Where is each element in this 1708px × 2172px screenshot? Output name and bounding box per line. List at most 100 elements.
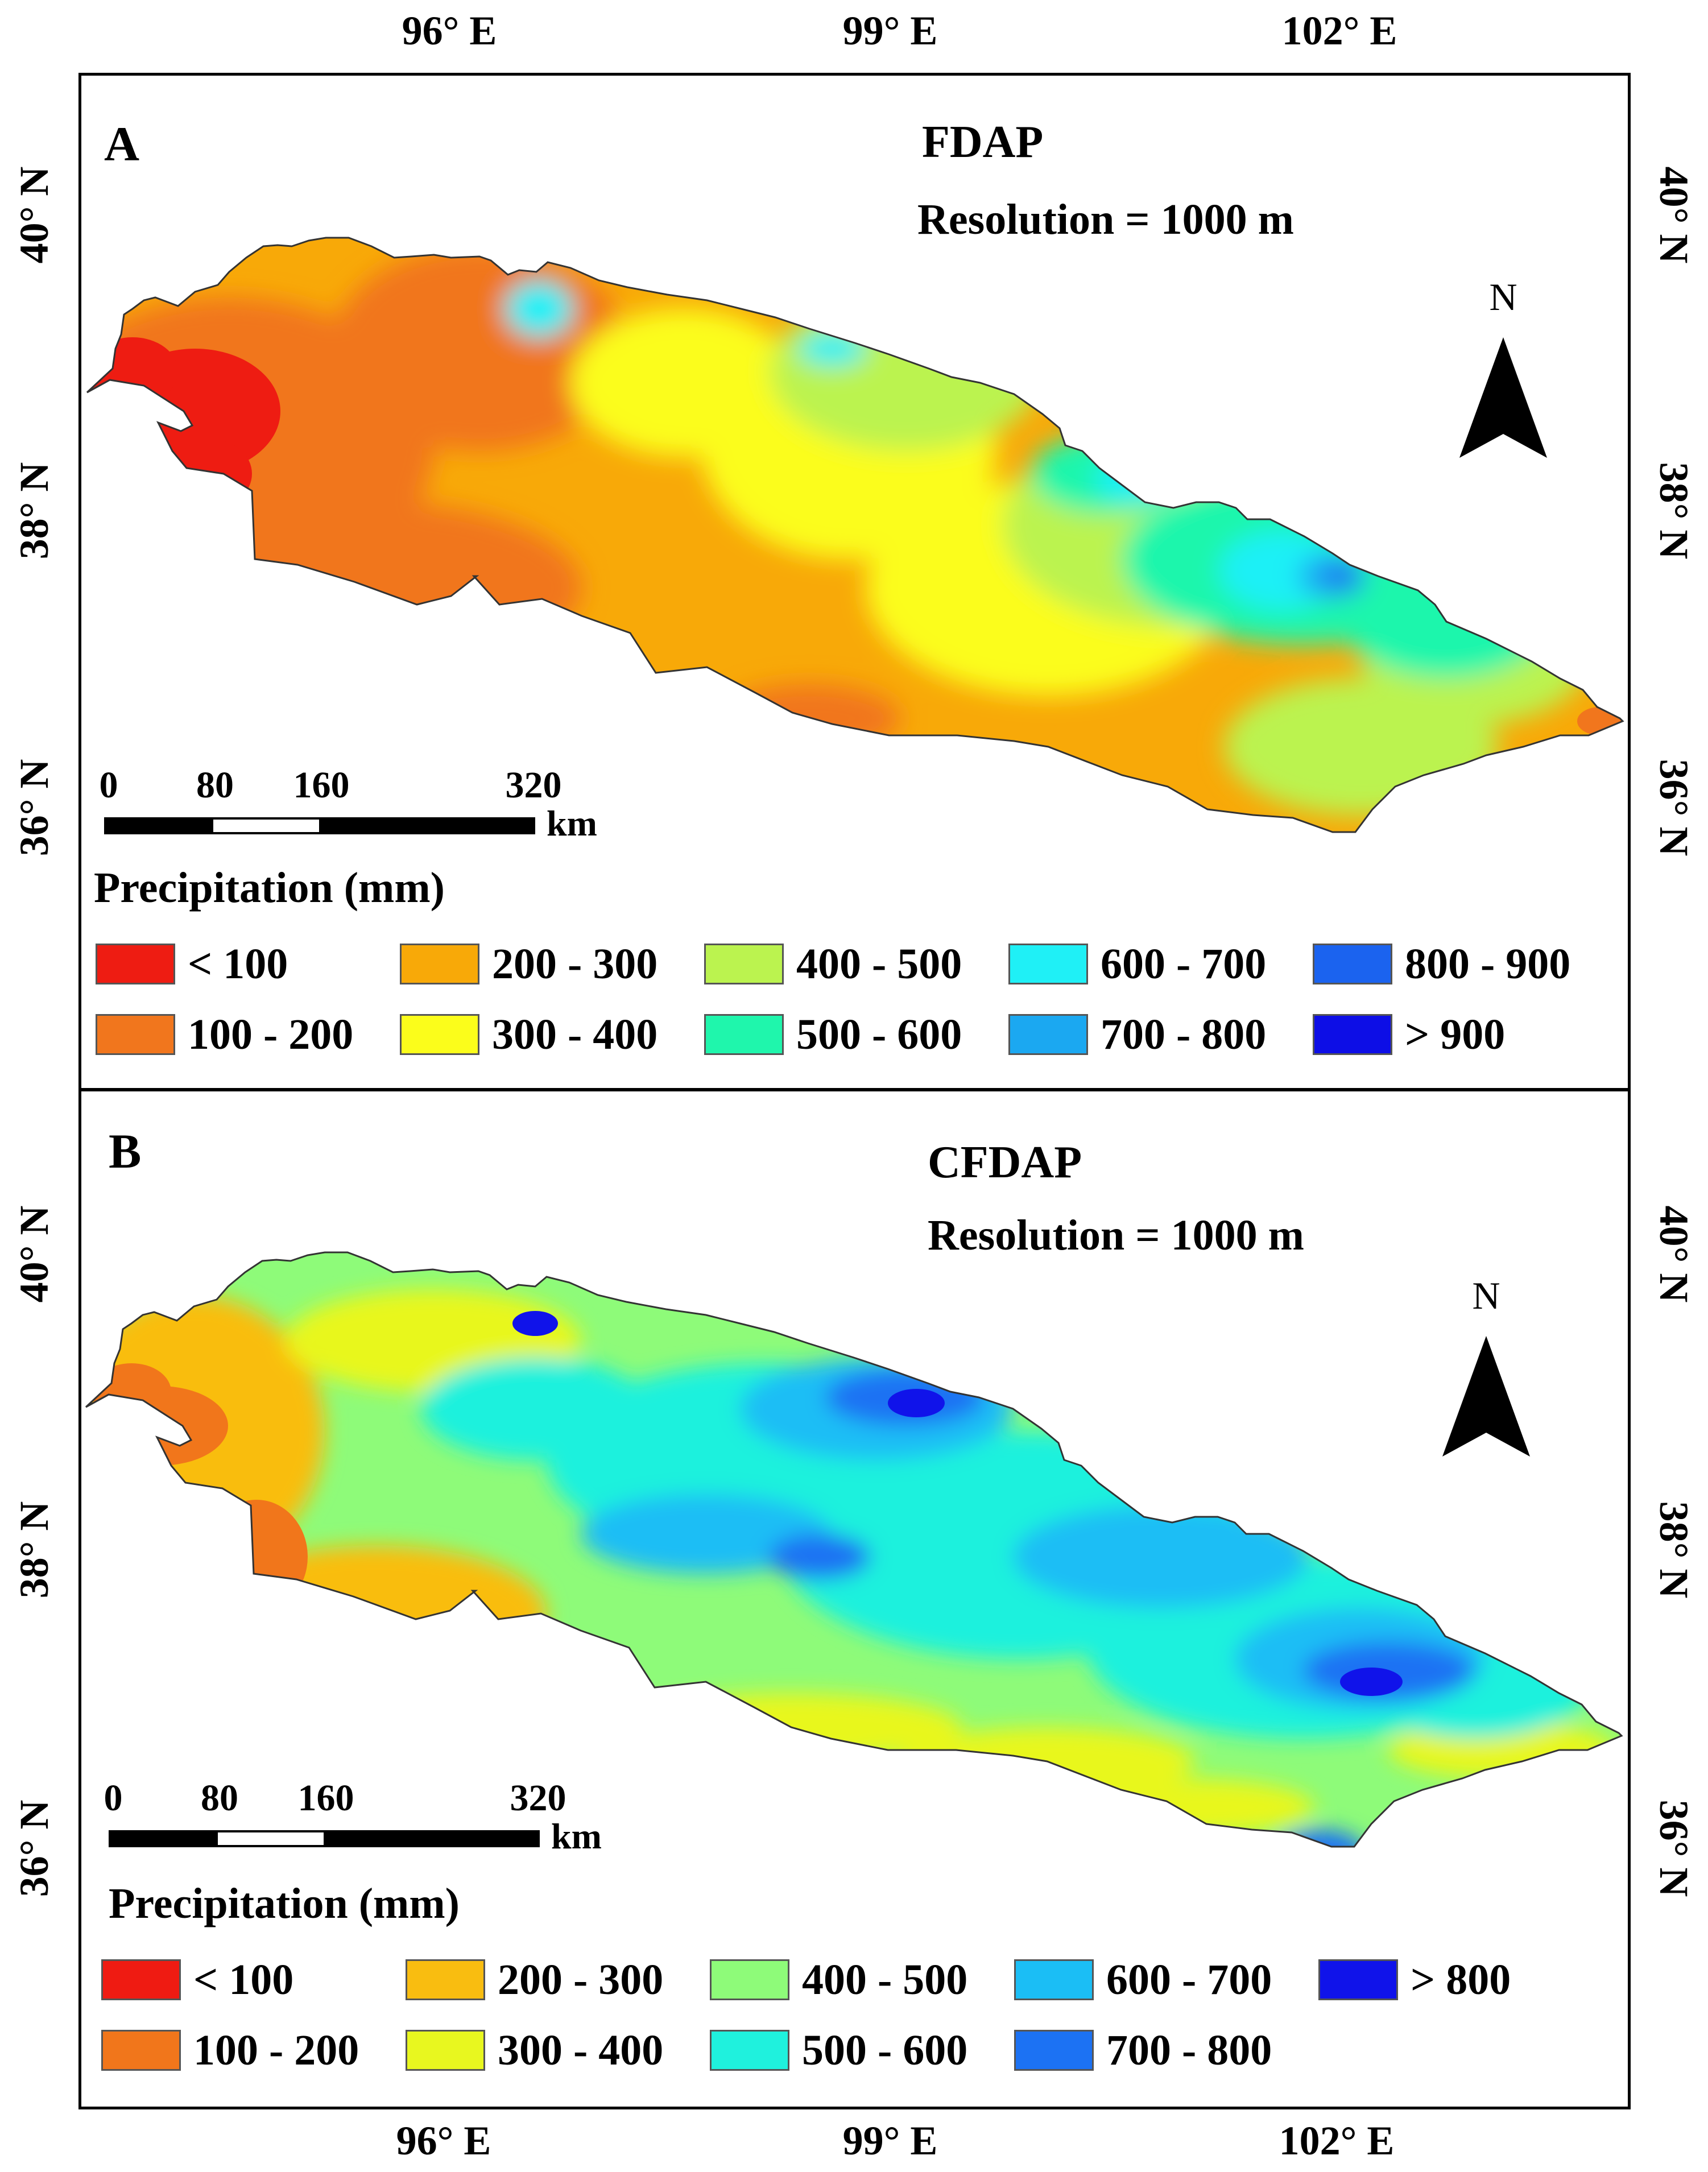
legend-label: 600 - 700 xyxy=(1106,1955,1272,2004)
lat-tick-right-b-36: 36° N xyxy=(1651,1799,1697,1897)
legend-swatch xyxy=(1008,944,1088,984)
legend-item: > 800 xyxy=(1318,1945,1623,2015)
legend-label: 600 - 700 xyxy=(1101,940,1267,988)
scale-segment xyxy=(104,817,213,834)
panel-title-b: CFDAP xyxy=(928,1137,1082,1188)
scale-segment xyxy=(324,1830,540,1847)
panel-letter-a: A xyxy=(104,117,140,171)
legend-swatch xyxy=(101,2030,181,2071)
legend-label: 100 - 200 xyxy=(188,1010,354,1058)
legend-swatch xyxy=(1014,2030,1094,2071)
legend-swatch xyxy=(96,944,175,984)
north-label-b: N xyxy=(1472,1274,1500,1317)
scale-mark-80: 80 xyxy=(196,764,234,806)
north-arrow-icon xyxy=(1459,337,1547,458)
legend-label: 700 - 800 xyxy=(1106,2026,1272,2074)
lat-tick-right-b-38: 38° N xyxy=(1651,1501,1697,1599)
legend-item: 600 - 700 xyxy=(1008,929,1313,999)
scale-mark-0: 0 xyxy=(104,1777,123,1819)
legend-label: 200 - 300 xyxy=(498,1955,664,2004)
legend-label: 300 - 400 xyxy=(498,2026,664,2074)
legend-item: < 100 xyxy=(101,1945,406,2015)
lat-tick-left-b-40: 40° N xyxy=(11,1205,57,1303)
legend-label: 500 - 600 xyxy=(796,1010,962,1058)
legend-label: < 100 xyxy=(193,1955,294,2004)
lon-tick-bottom-102: 102° E xyxy=(1279,2118,1395,2163)
scale-mark-160: 160 xyxy=(297,1777,354,1819)
legend-swatch xyxy=(1008,1014,1088,1055)
legend-label: < 100 xyxy=(188,940,288,988)
north-arrow-a: N xyxy=(1458,275,1549,462)
legend-swatch xyxy=(406,1959,485,2000)
legend-item: 200 - 300 xyxy=(400,929,704,999)
legend-item: 500 - 600 xyxy=(704,999,1008,1070)
map-panel-b: B CFDAP Resolution = 1000 m N 0 80 160 3… xyxy=(78,1089,1631,2109)
lat-tick-right-b-40: 40° N xyxy=(1651,1205,1697,1303)
legend-item: 700 - 800 xyxy=(1014,2015,1318,2086)
scale-bar-b: 0 80 160 320 km xyxy=(104,1777,609,1879)
map-panel-a: A FDAP Resolution = 1000 m N 0 80 160 32… xyxy=(78,73,1631,1091)
legend-item: 400 - 500 xyxy=(704,929,1008,999)
lat-tick-right-a-38: 38° N xyxy=(1651,462,1697,560)
legend-swatch xyxy=(704,1014,784,1055)
lon-tick-top-99: 99° E xyxy=(842,8,938,53)
legend-swatch xyxy=(1313,1014,1392,1055)
north-arrow-icon xyxy=(1442,1336,1530,1457)
resolution-label-b: Resolution = 1000 m xyxy=(928,1211,1304,1259)
legend-label: 100 - 200 xyxy=(193,2026,359,2074)
legend-label: 400 - 500 xyxy=(796,940,962,988)
legend-a: < 100 200 - 300 400 - 500 600 - 700 800 … xyxy=(96,929,1617,1070)
scale-mark-320: 320 xyxy=(505,764,562,806)
north-label-a: N xyxy=(1489,275,1517,318)
legend-item: 800 - 900 xyxy=(1313,929,1617,999)
legend-swatch xyxy=(96,1014,175,1055)
legend-label: 400 - 500 xyxy=(802,1955,968,2004)
lon-tick-top-102: 102° E xyxy=(1281,8,1397,53)
lon-tick-bottom-99: 99° E xyxy=(842,2118,938,2163)
lat-tick-left-b-36: 36° N xyxy=(11,1799,57,1897)
legend-title-b: Precipitation (mm) xyxy=(109,1880,460,1927)
lon-tick-bottom-96: 96° E xyxy=(396,2118,491,2163)
legend-swatch xyxy=(101,1959,181,2000)
scale-mark-160: 160 xyxy=(293,764,350,806)
lat-tick-right-a-40: 40° N xyxy=(1651,166,1697,264)
legend-swatch xyxy=(704,944,784,984)
legend-label: > 900 xyxy=(1405,1010,1506,1058)
legend-label: 300 - 400 xyxy=(492,1010,658,1058)
legend-label: > 800 xyxy=(1411,1955,1511,2004)
legend-item: 100 - 200 xyxy=(96,999,400,1070)
lat-tick-left-a-36: 36° N xyxy=(11,759,57,857)
lon-tick-top-96: 96° E xyxy=(402,8,497,53)
scale-unit-b: km xyxy=(551,1816,602,1856)
panel-letter-b: B xyxy=(109,1124,142,1178)
legend-item: 100 - 200 xyxy=(101,2015,406,2086)
precipitation-map-a xyxy=(86,237,1624,833)
lat-tick-left-a-38: 38° N xyxy=(11,462,57,560)
legend-swatch xyxy=(710,1959,789,2000)
scale-segment xyxy=(319,817,535,834)
legend-swatch xyxy=(400,1014,479,1055)
scale-segment xyxy=(109,1830,218,1847)
legend-label: 200 - 300 xyxy=(492,940,658,988)
legend-label: 700 - 800 xyxy=(1101,1010,1267,1058)
lat-tick-left-b-38: 38° N xyxy=(11,1501,57,1599)
panel-title-a: FDAP xyxy=(922,117,1044,167)
scale-mark-320: 320 xyxy=(510,1777,566,1819)
legend-title-a: Precipitation (mm) xyxy=(94,864,445,912)
scale-mark-80: 80 xyxy=(201,1777,238,1819)
legend-item: 600 - 700 xyxy=(1014,1945,1318,2015)
scale-segment xyxy=(216,1830,326,1847)
lat-tick-left-a-40: 40° N xyxy=(11,166,57,264)
legend-item: 500 - 600 xyxy=(710,2015,1014,2086)
scale-mark-0: 0 xyxy=(99,764,118,806)
legend-label: 500 - 600 xyxy=(802,2026,968,2074)
legend-item: < 100 xyxy=(96,929,400,999)
scale-unit-a: km xyxy=(547,803,597,843)
legend-b: < 100 200 - 300 400 - 500 600 - 700 > 80… xyxy=(101,1945,1623,2086)
north-arrow-b: N xyxy=(1441,1273,1532,1461)
scale-bar-a: 0 80 160 320 km xyxy=(100,764,605,866)
legend-label: 800 - 900 xyxy=(1405,940,1571,988)
legend-item: 200 - 300 xyxy=(406,1945,710,2015)
legend-item: 700 - 800 xyxy=(1008,999,1313,1070)
legend-item: 300 - 400 xyxy=(406,2015,710,2086)
